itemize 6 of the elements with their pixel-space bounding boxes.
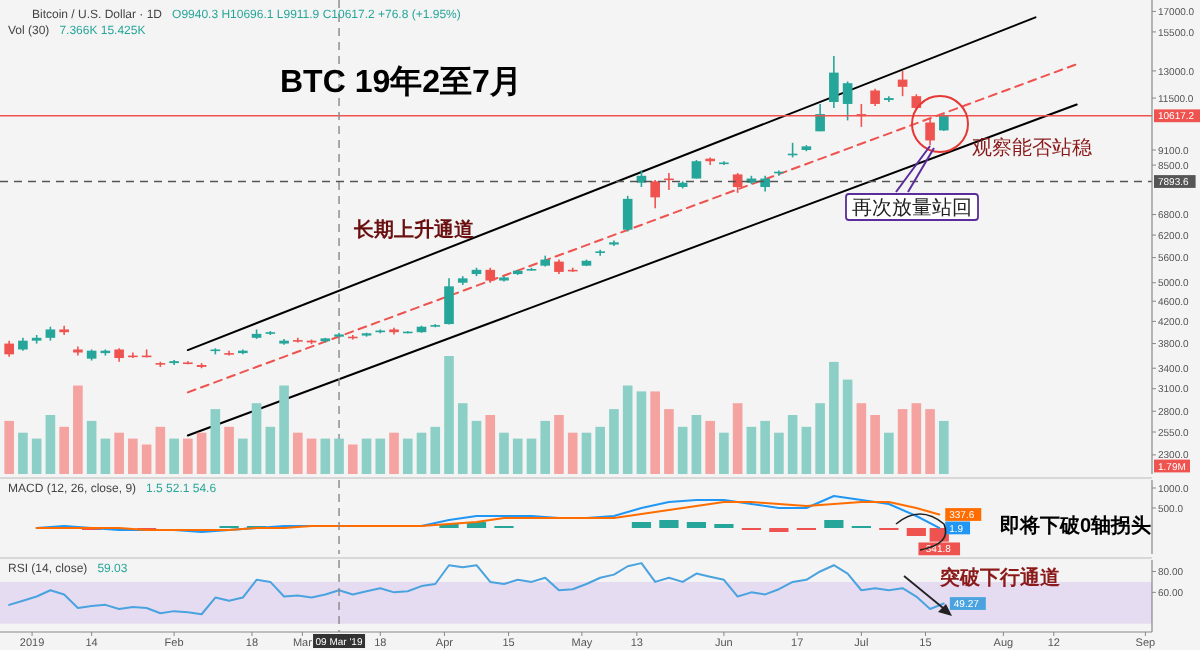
annotation: 即将下破0轴拐头 xyxy=(1000,514,1152,538)
annotation: 观察能否站稳 xyxy=(972,136,1092,160)
annotation: 再次放量站回 xyxy=(852,196,972,220)
annotation: 长期上升通道 xyxy=(352,218,476,242)
annotation: 突破下行通道 xyxy=(938,566,1062,590)
annotation: BTC 19年2至7月 xyxy=(280,64,522,100)
